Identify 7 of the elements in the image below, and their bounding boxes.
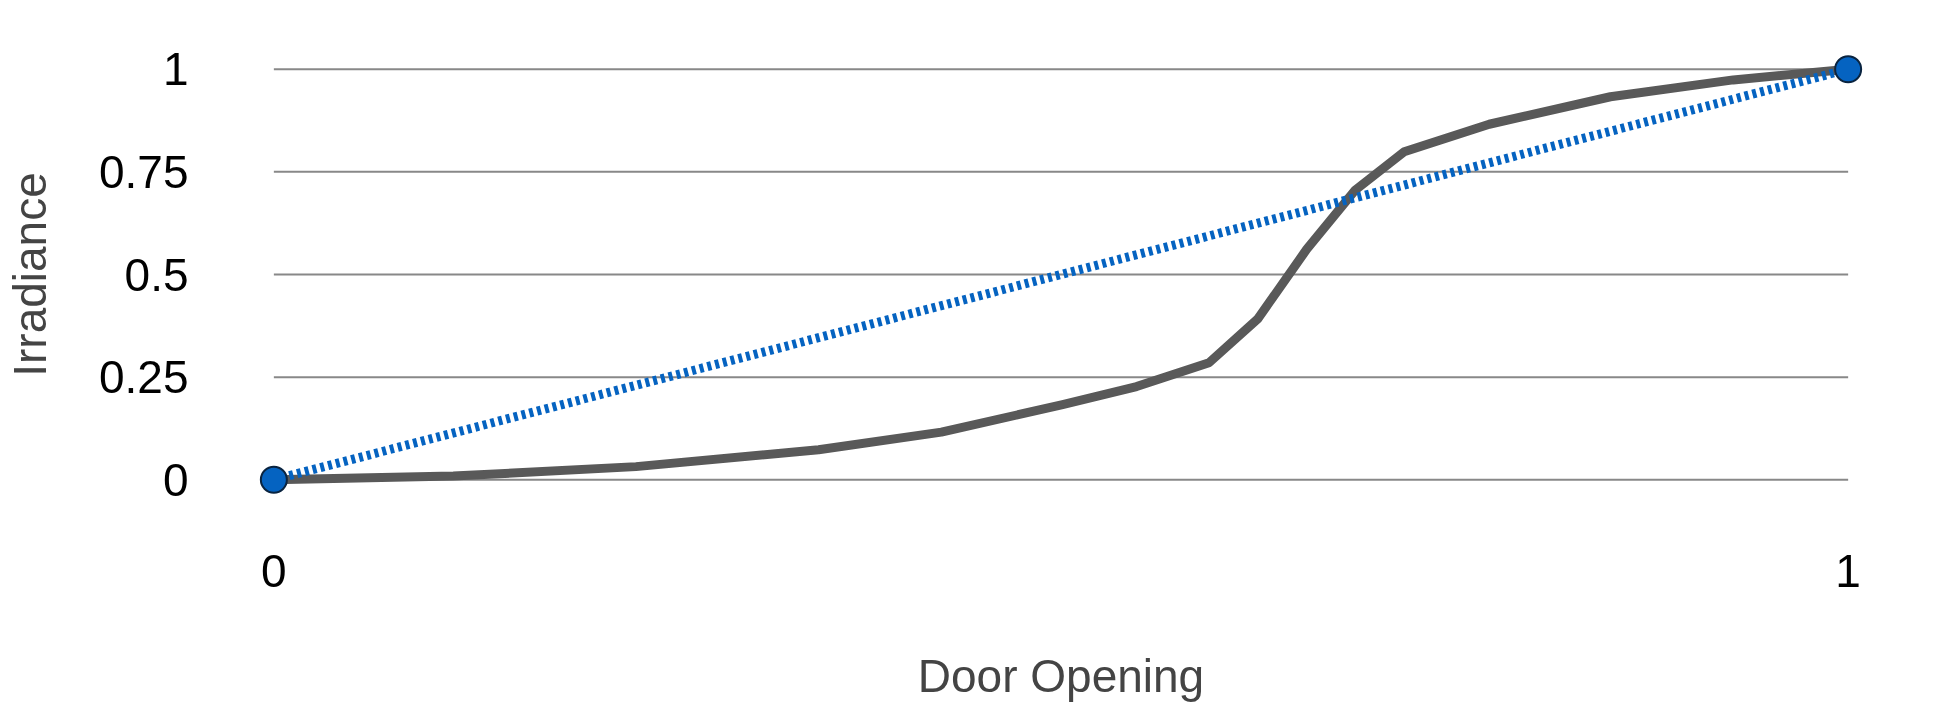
y-tick-label: 0 [162,453,189,506]
y-tick-label: 0.75 [98,145,189,198]
y-tick-label: 1 [162,43,189,96]
y-axis-title: Irradiance [3,172,56,377]
y-tick-label: 0.25 [98,351,189,404]
x-axis-title: Door Opening [917,649,1205,702]
y-tick-label: 0.5 [124,248,189,301]
